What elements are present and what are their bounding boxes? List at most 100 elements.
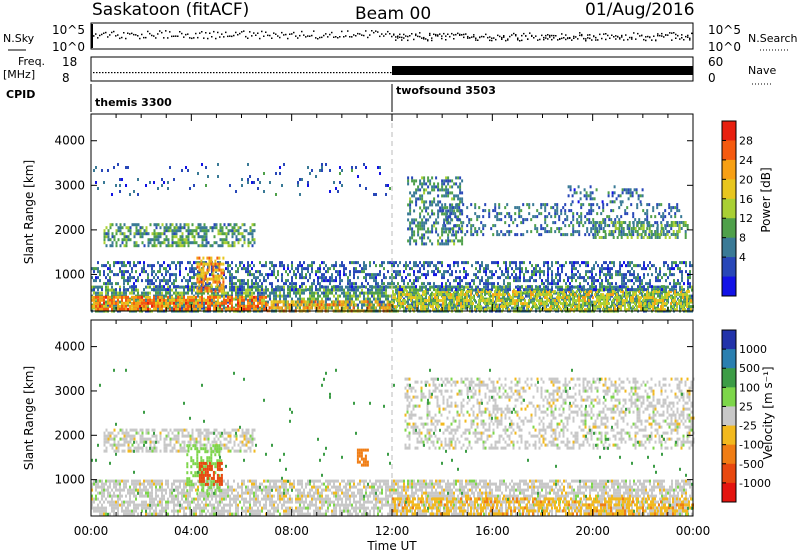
power-cell [189, 285, 191, 289]
power-cell [135, 223, 138, 227]
power-cell [474, 308, 476, 312]
power-cell [349, 288, 351, 292]
power-cell [538, 290, 540, 294]
power-cell [555, 285, 557, 289]
power-cell [225, 307, 227, 311]
power-cell [542, 302, 544, 306]
power-cell [217, 295, 219, 299]
power-cell [681, 279, 683, 283]
power-cell [448, 308, 450, 312]
power-cell [149, 295, 151, 299]
power-cell [624, 305, 626, 309]
power-cell [249, 295, 251, 299]
power-cell [430, 293, 432, 297]
power-cell [661, 276, 663, 280]
power-cell [199, 291, 201, 295]
power-cell [629, 288, 631, 292]
nsearch-point [401, 39, 403, 41]
power-cell [135, 229, 138, 233]
power-cell [147, 232, 150, 236]
power-cell [629, 261, 631, 265]
power-cell [219, 295, 221, 299]
power-cell [193, 267, 195, 271]
power-cell [435, 285, 437, 289]
power-cell [428, 302, 430, 306]
power-cell [611, 273, 613, 277]
power-cell [227, 264, 229, 268]
power-cell [295, 285, 297, 289]
power-cell [161, 291, 163, 295]
freq-point [252, 72, 254, 74]
power-cell [357, 285, 359, 289]
power-cell [357, 297, 359, 301]
power-cell [314, 300, 317, 304]
power-cell [145, 297, 147, 301]
power-cell [479, 264, 481, 268]
power-cell [363, 285, 365, 289]
power-cell [311, 282, 313, 286]
power-cell [327, 285, 329, 289]
power-cell [211, 285, 213, 289]
power-cell [151, 264, 153, 268]
power-cell [231, 267, 233, 271]
power-cell [580, 308, 582, 312]
power-cell [251, 273, 253, 277]
power-cell [307, 267, 309, 271]
power-cell [235, 307, 237, 311]
power-cell [169, 279, 171, 283]
power-cell [97, 285, 99, 289]
power-cell [562, 290, 564, 294]
power-cell [584, 296, 586, 300]
power-cell [241, 291, 243, 295]
power-cell [247, 270, 249, 274]
power-cell [523, 261, 525, 265]
nsky-point [605, 33, 607, 35]
power-cell [145, 285, 147, 289]
power-cell [121, 301, 123, 305]
power-cell [530, 308, 532, 312]
power-cell [105, 232, 108, 236]
power-cell [165, 288, 167, 292]
power-cell [526, 305, 528, 309]
power-cell [99, 298, 101, 302]
power-cell [375, 282, 377, 286]
power-cell [389, 300, 391, 304]
power-cell [101, 285, 103, 289]
power-cell [243, 291, 245, 295]
power-cell [97, 295, 99, 299]
power-cell [599, 267, 601, 271]
power-cell [95, 295, 97, 299]
power-cell [606, 305, 608, 309]
power-cell [643, 288, 645, 292]
power-cell [141, 301, 143, 305]
power-cell [446, 293, 448, 297]
power-cell [151, 288, 153, 292]
power-cell [561, 270, 563, 274]
power-cell [365, 291, 367, 295]
power-cell [534, 302, 536, 306]
power-cell [663, 288, 665, 292]
power-cell [628, 308, 630, 312]
nsky-point [155, 37, 157, 39]
power-cell [103, 270, 105, 274]
freq-point [240, 72, 242, 74]
power-cell [111, 285, 113, 289]
power-cell [347, 303, 349, 307]
power-cell [203, 303, 205, 307]
nsky-point [135, 34, 137, 36]
power-cell [674, 290, 676, 294]
power-cell [597, 279, 599, 283]
power-cell [129, 261, 131, 265]
power-cell [389, 294, 391, 298]
power-cell [145, 301, 147, 305]
freq-point [270, 72, 272, 74]
freq-point [315, 72, 317, 74]
power-cell [131, 297, 133, 301]
power-cell [333, 285, 335, 289]
power-cell [659, 270, 661, 274]
power-cell [233, 276, 235, 280]
power-cell [249, 307, 251, 311]
power-cell [677, 279, 679, 283]
power-cell [281, 288, 283, 292]
nsky-point [281, 31, 283, 34]
